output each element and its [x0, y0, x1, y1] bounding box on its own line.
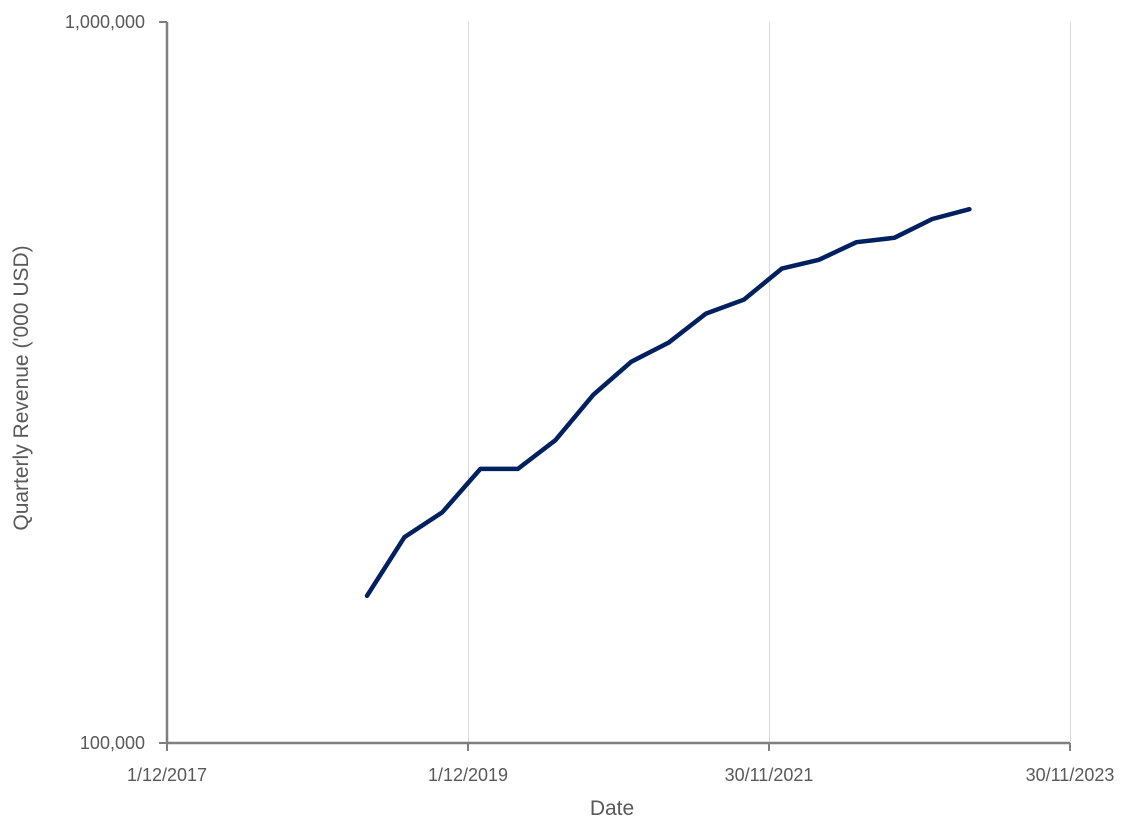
y-axis-title: Quarterly Revenue ('000 USD): [10, 245, 33, 530]
x-tick-label: 30/11/2021: [725, 765, 814, 785]
x-tick-label: 30/11/2023: [1026, 765, 1115, 785]
gridlines: [469, 22, 1071, 743]
axes: [159, 22, 1070, 751]
x-tick-label: 1/12/2019: [428, 765, 508, 785]
x-tick-label: 1/12/2017: [127, 765, 207, 785]
series-line: [367, 209, 969, 596]
x-axis-title: Date: [590, 797, 634, 820]
data-series: [367, 209, 970, 596]
y-tick-label: 100,000: [80, 733, 145, 753]
y-tick-label: 1,000,000: [65, 12, 145, 32]
